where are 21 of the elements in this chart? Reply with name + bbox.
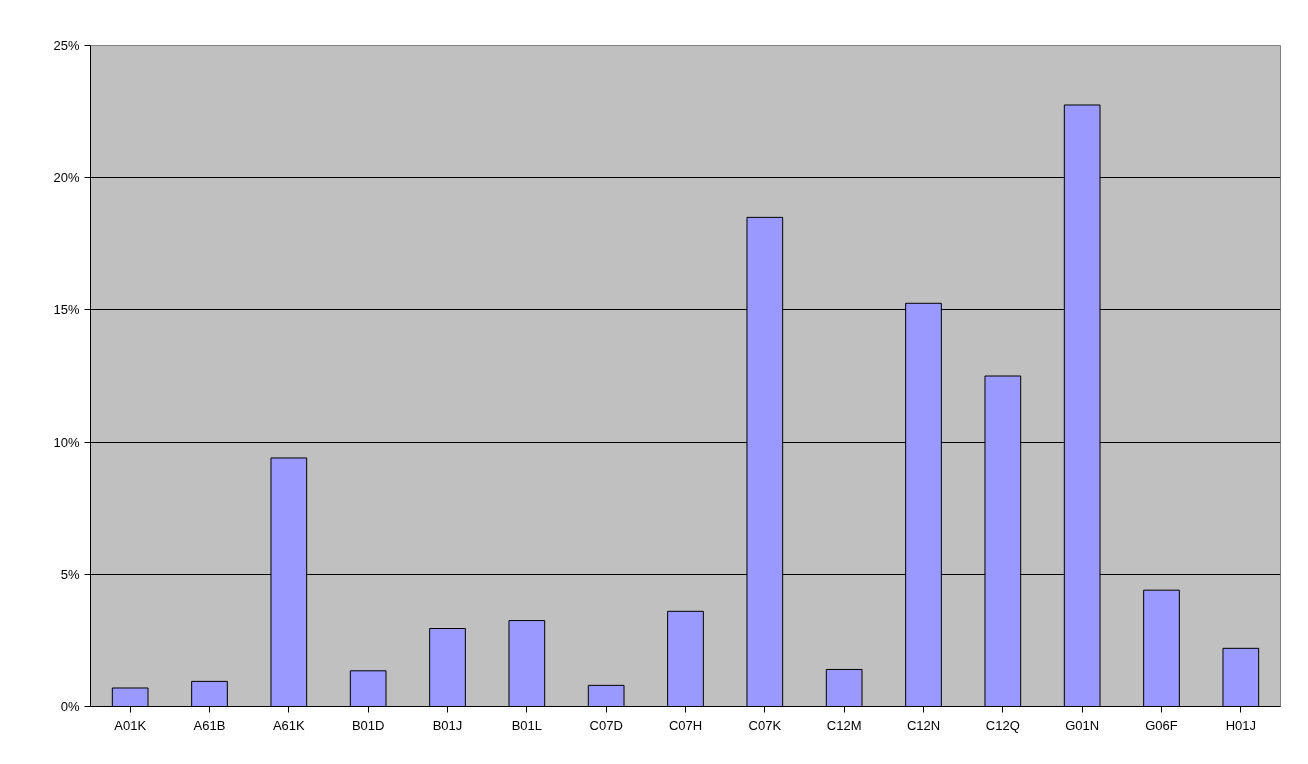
x-tick-label: C12Q [985,717,1020,733]
x-tick-label: C12M [826,717,862,733]
x-tick-label: A01K [114,717,147,733]
y-tick-label: 15% [53,302,80,318]
x-tick-label: C07K [748,717,782,733]
x-tick-label: A61B [193,717,226,733]
x-tick-label: A61K [272,717,306,733]
x-tick-label: H01J [1225,717,1257,733]
x-tick-label: B01L [511,717,543,733]
x-tick-label: G06F [1145,717,1178,733]
x-tick-label: B01D [351,717,385,733]
y-tick-label: 10% [53,434,80,450]
y-tick-label: 5% [60,566,80,582]
y-tick-label: 25% [53,38,80,53]
x-tick-label: C07H [668,717,703,733]
x-tick-label: B01J [432,717,463,733]
y-tick-label: 20% [53,170,80,186]
x-tick-label: C12N [906,717,941,733]
x-tick-label: G01N [1065,717,1100,733]
y-tick-label: 0% [60,699,80,714]
x-tick-label: C07D [589,717,623,733]
